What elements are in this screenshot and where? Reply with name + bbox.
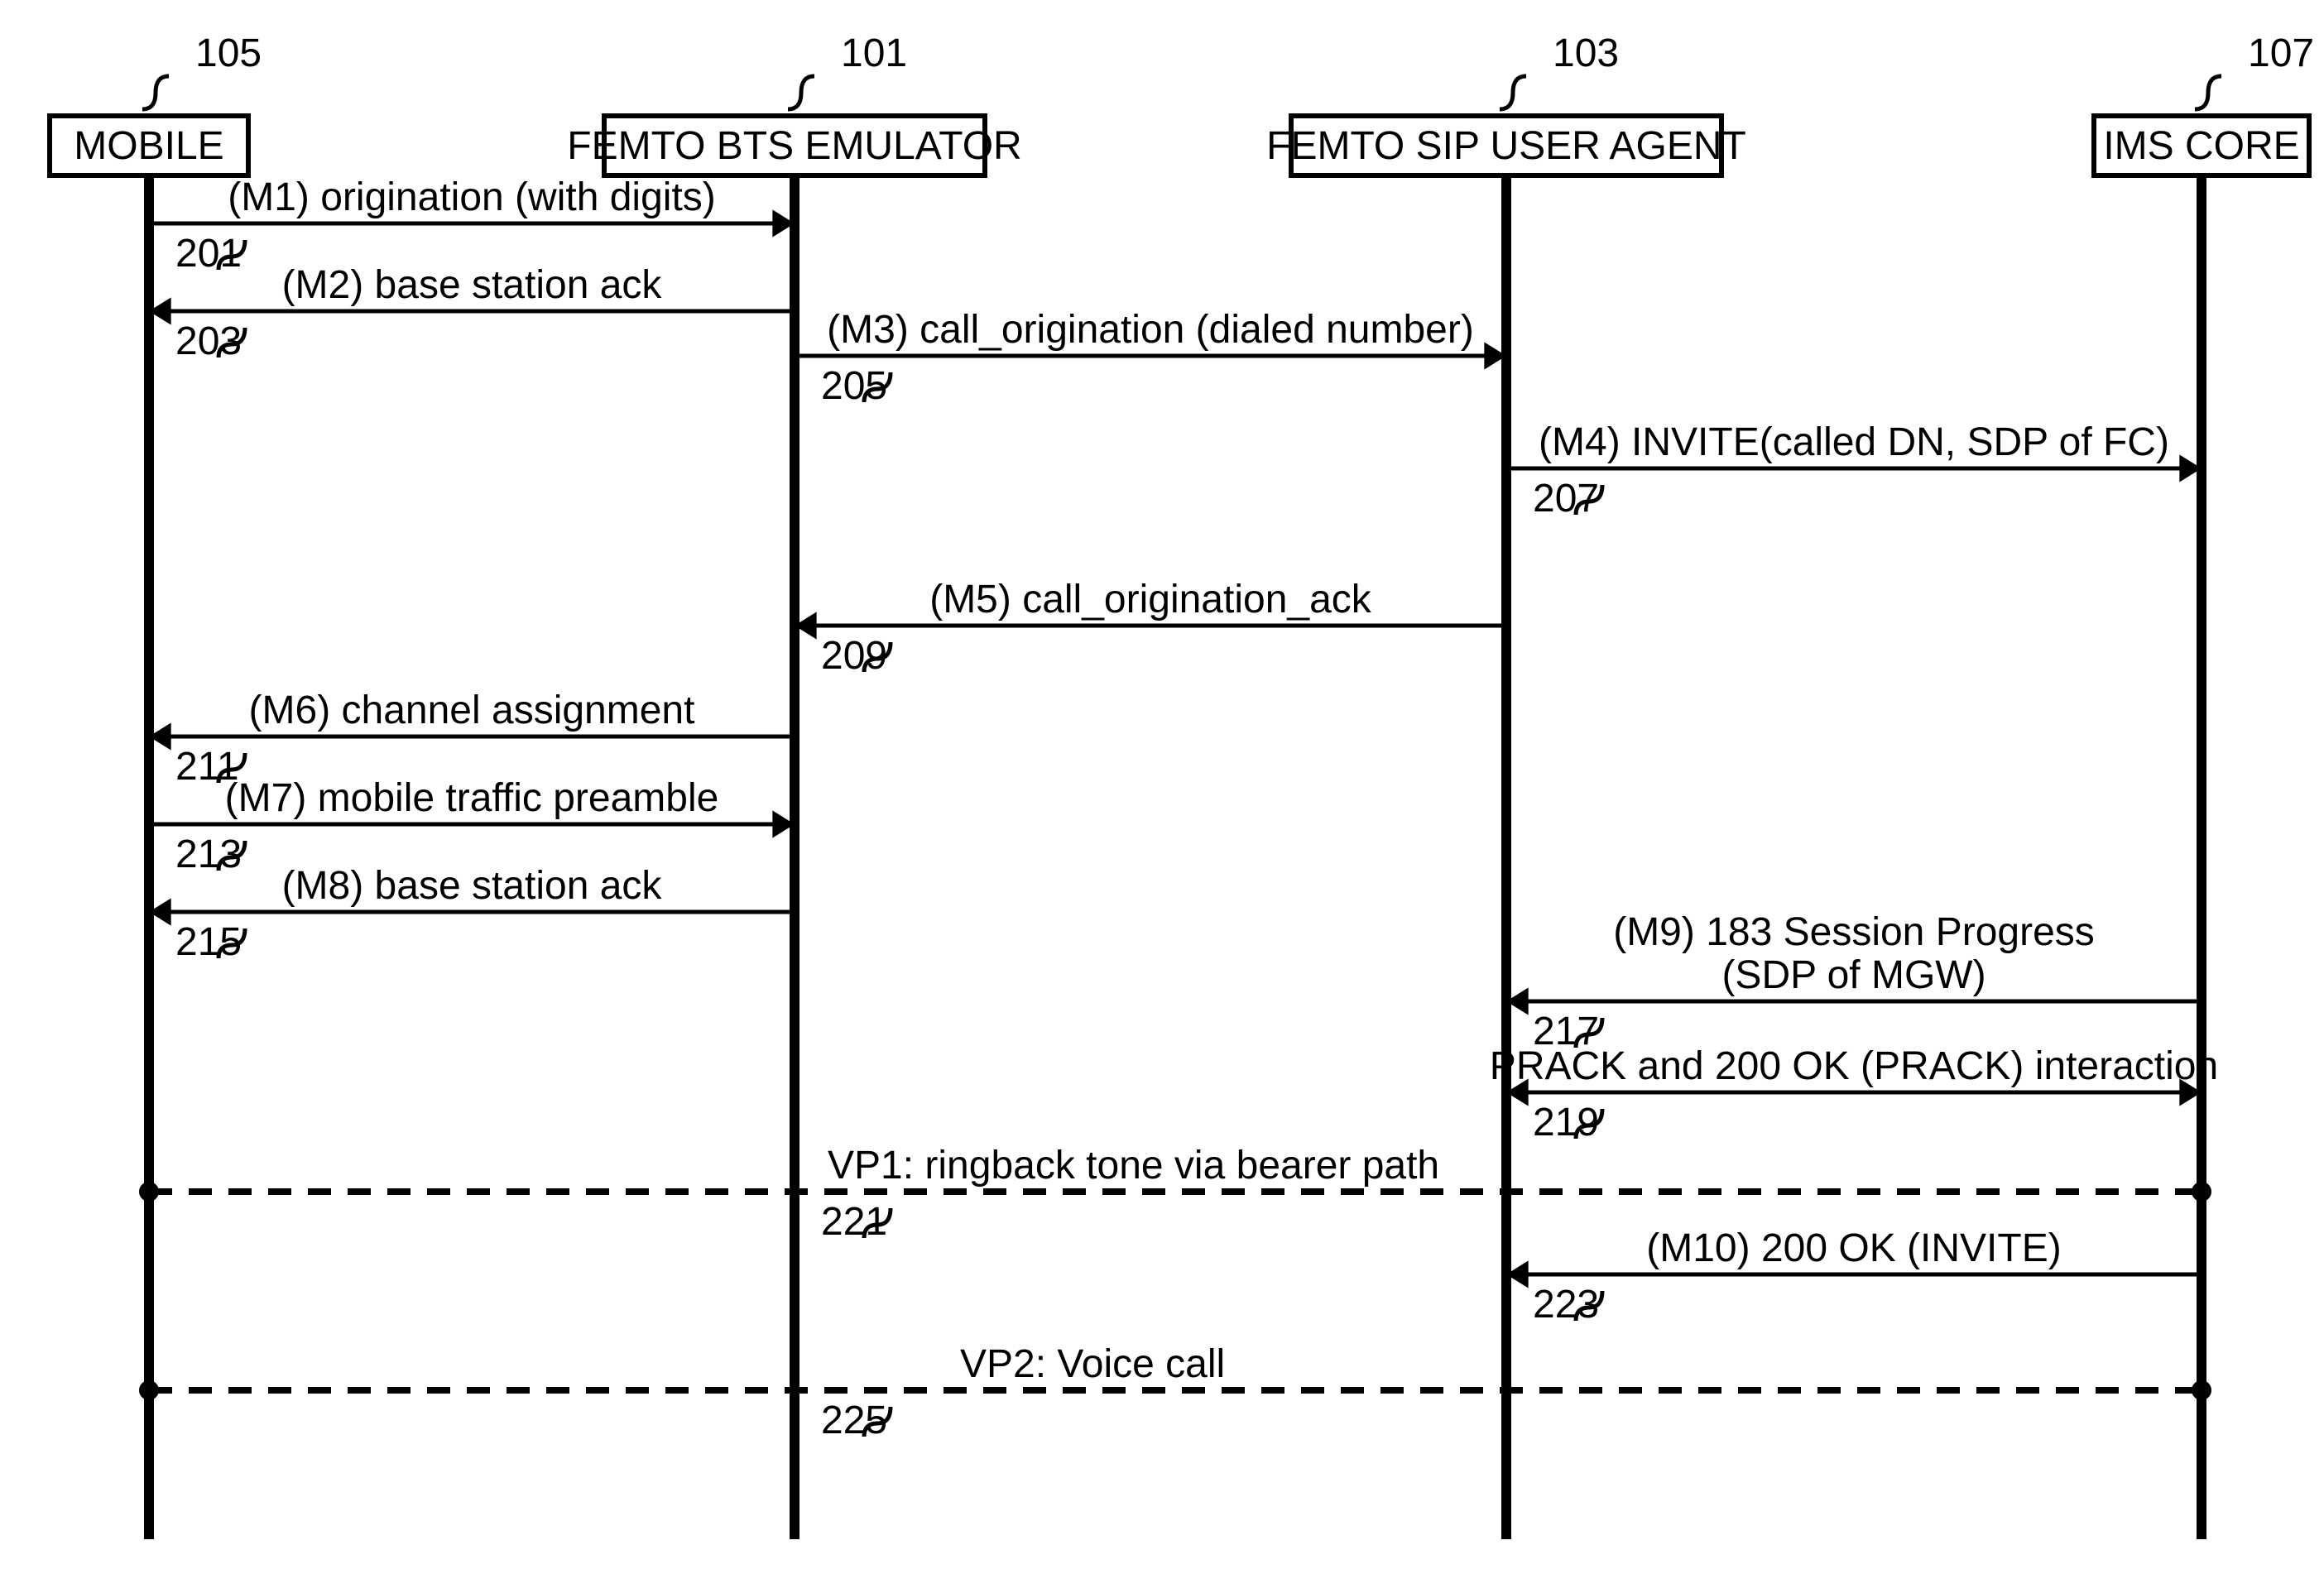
lifeline-ref: 105 [195, 31, 262, 75]
message-ref: 221 [821, 1200, 887, 1244]
lifeline-ref: 103 [1553, 31, 1619, 75]
voice-path-endpoint [2192, 1182, 2211, 1202]
message-ref: 209 [821, 634, 887, 678]
lifeline-label: MOBILE [74, 124, 223, 168]
voice-path-endpoint [2192, 1380, 2211, 1400]
lifeline-ref: 101 [841, 31, 907, 75]
message-ref: 223 [1533, 1283, 1599, 1327]
message-label: (M4) INVITE(called DN, SDP of FC) [1539, 420, 2169, 464]
message-label: (M10) 200 OK (INVITE) [1646, 1226, 2061, 1270]
message-ref: 203 [175, 319, 242, 363]
voice-path-label: VP1: ringback tone via bearer path [828, 1144, 1439, 1188]
message-label: (M9) 183 Session Progress [1613, 910, 2095, 954]
message-ref: 215 [175, 920, 242, 964]
message-ref: 219 [1533, 1101, 1599, 1144]
voice-path-endpoint [139, 1380, 159, 1400]
message-ref: 213 [175, 832, 242, 876]
ref-tick [788, 76, 814, 109]
ref-tick [2195, 76, 2221, 109]
message-label: (M5) call_origination_ack [929, 578, 1372, 621]
message-label: (M6) channel assignment [249, 689, 695, 732]
message-ref: 205 [821, 364, 887, 408]
message-label: PRACK and 200 OK (PRACK) interaction [1490, 1044, 2218, 1088]
message-ref: 225 [821, 1399, 887, 1442]
message-label: (M7) mobile traffic preamble [225, 776, 719, 820]
ref-tick [142, 76, 169, 109]
message-ref: 207 [1533, 477, 1599, 521]
message-label: (M3) call_origination (dialed number) [827, 308, 1474, 352]
lifeline-label: FEMTO BTS EMULATOR [567, 124, 1021, 168]
message-ref: 201 [175, 232, 242, 276]
voice-path-endpoint [139, 1182, 159, 1202]
message-label: (M1) origination (with digits) [228, 175, 716, 219]
message-label: (M8) base station ack [282, 864, 663, 908]
message-label-2: (SDP of MGW) [1721, 953, 1985, 997]
lifeline-label: FEMTO SIP USER AGENT [1266, 124, 1746, 168]
voice-path-label: VP2: Voice call [960, 1342, 1225, 1386]
lifeline-label: IMS CORE [2103, 124, 2299, 168]
message-label: (M2) base station ack [282, 263, 663, 307]
ref-tick [1500, 76, 1526, 109]
lifeline-ref: 107 [2248, 31, 2314, 75]
